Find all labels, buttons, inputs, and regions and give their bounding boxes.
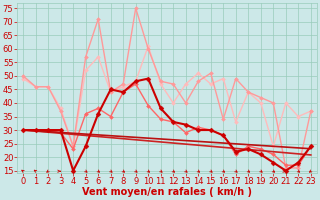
X-axis label: Vent moyen/en rafales ( km/h ): Vent moyen/en rafales ( km/h ) [82, 187, 252, 197]
